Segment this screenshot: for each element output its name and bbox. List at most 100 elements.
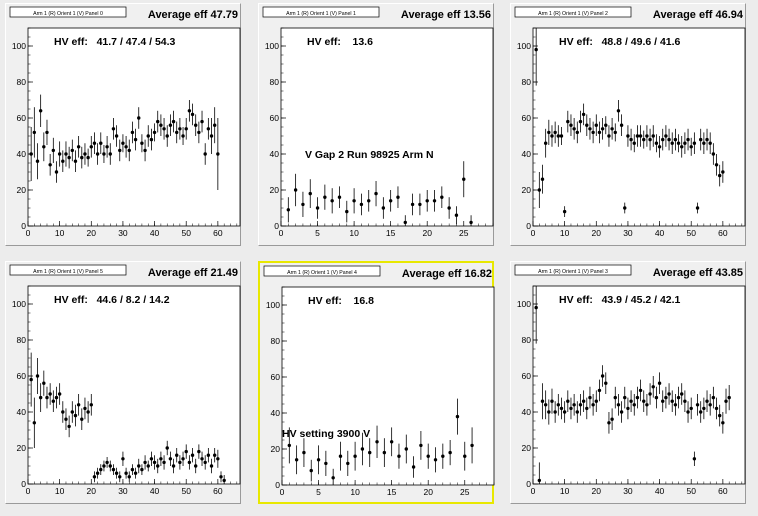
- y-tick-label: 80: [522, 77, 532, 87]
- data-point: [190, 453, 195, 457]
- data-point: [187, 109, 192, 113]
- data-point: [375, 440, 379, 444]
- y-tick-label: 40: [17, 149, 27, 159]
- y-tick-label: 40: [522, 407, 532, 417]
- data-point: [146, 464, 150, 468]
- y-tick-label: 20: [270, 185, 280, 195]
- data-point: [57, 152, 62, 156]
- data-point: [547, 410, 551, 414]
- data-point: [57, 392, 62, 396]
- data-point: [597, 388, 602, 393]
- data-point: [360, 447, 365, 451]
- data-series: [29, 94, 220, 190]
- data-point: [585, 123, 589, 127]
- data-point: [99, 141, 103, 145]
- data-point: [209, 464, 214, 468]
- data-point: [54, 170, 59, 174]
- data-point: [657, 145, 662, 149]
- x-tick-label: 10: [560, 228, 570, 238]
- plot-pad-4[interactable]: Arm 1 (R) Orient 1 (V) Panel 4 Average ef…: [258, 261, 495, 504]
- data-point: [600, 374, 605, 378]
- data-point: [645, 134, 649, 138]
- data-point: [216, 152, 220, 156]
- data-point: [654, 141, 659, 145]
- data-point: [73, 413, 78, 418]
- plot-pad-1[interactable]: Arm 1 (R) Orient 1 (V) Panel 1 Average ef…: [258, 3, 494, 246]
- data-point: [67, 155, 71, 160]
- data-point: [623, 395, 627, 400]
- data-point: [156, 119, 160, 124]
- data-point: [309, 468, 313, 473]
- data-point: [594, 123, 598, 127]
- y-tick-label: 60: [17, 371, 27, 381]
- x-tick-label: 20: [422, 228, 432, 238]
- plot-pad-5[interactable]: Arm 1 (R) Orient 1 (V) Panel 3 Average ef…: [510, 261, 746, 504]
- data-point: [537, 188, 542, 192]
- data-point: [178, 127, 182, 131]
- data-point: [118, 475, 122, 479]
- plot-pad-2[interactable]: Arm 1 (R) Orient 1 (V) Panel 2 Average ef…: [510, 3, 746, 246]
- data-point: [118, 148, 122, 153]
- data-point: [331, 476, 335, 480]
- data-point: [32, 130, 37, 135]
- plot-pad-3[interactable]: Arm 1 (R) Orient 1 (V) Panel 5 Average ef…: [5, 261, 241, 504]
- data-point: [648, 137, 652, 142]
- data-point: [667, 137, 671, 142]
- data-point: [607, 421, 611, 425]
- plot-pad-0[interactable]: Arm 1 (R) Orient 1 (V) Panel 0 Average ef…: [5, 3, 241, 246]
- data-point: [581, 112, 586, 117]
- y-tick-label: 40: [17, 407, 27, 417]
- y-tick-label: 60: [522, 371, 532, 381]
- plot-frame: [532, 27, 746, 227]
- data-point: [654, 395, 659, 400]
- data-point: [463, 454, 467, 458]
- data-point: [338, 454, 343, 458]
- data-point: [301, 202, 305, 207]
- hv-eff-label: HV eff: 48.8 / 49.6 / 41.6: [559, 36, 681, 48]
- data-point: [124, 145, 128, 149]
- x-tick-label: 25: [459, 228, 469, 238]
- data-point: [642, 399, 646, 403]
- data-point: [556, 134, 561, 138]
- data-point: [569, 406, 573, 411]
- data-point: [717, 173, 722, 178]
- x-tick-label: 10: [350, 487, 360, 497]
- data-point: [578, 403, 583, 407]
- data-point: [367, 199, 371, 203]
- data-point: [73, 159, 78, 163]
- data-point: [200, 457, 204, 461]
- data-point: [616, 403, 621, 407]
- data-point: [29, 377, 33, 382]
- data-point: [404, 447, 408, 451]
- data-point: [708, 403, 712, 407]
- y-tick-label: 0: [21, 221, 26, 231]
- data-point: [581, 399, 586, 403]
- data-point: [610, 417, 614, 421]
- x-tick-label: 15: [387, 487, 397, 497]
- y-tick-label: 60: [271, 372, 281, 382]
- data-point: [48, 392, 52, 396]
- data-point: [680, 392, 684, 396]
- data-point: [187, 460, 192, 465]
- data-point: [585, 406, 589, 411]
- data-point: [591, 130, 595, 135]
- data-point: [92, 475, 97, 479]
- data-point: [702, 141, 706, 145]
- data-point: [209, 134, 214, 138]
- data-point: [692, 457, 697, 461]
- data-point: [127, 148, 131, 153]
- data-point: [137, 116, 141, 120]
- data-point: [54, 395, 59, 400]
- data-point: [108, 464, 112, 468]
- data-point: [562, 410, 567, 414]
- data-point: [714, 163, 719, 167]
- data-point: [35, 159, 40, 163]
- data-point: [670, 399, 674, 403]
- data-point: [673, 403, 678, 407]
- data-point: [381, 206, 386, 210]
- data-point: [114, 471, 119, 475]
- data-point: [102, 152, 106, 156]
- data-point: [635, 134, 640, 138]
- data-point: [316, 458, 321, 462]
- panel-title: Arm 1 (R) Orient 1 (V) Panel 5: [33, 269, 103, 275]
